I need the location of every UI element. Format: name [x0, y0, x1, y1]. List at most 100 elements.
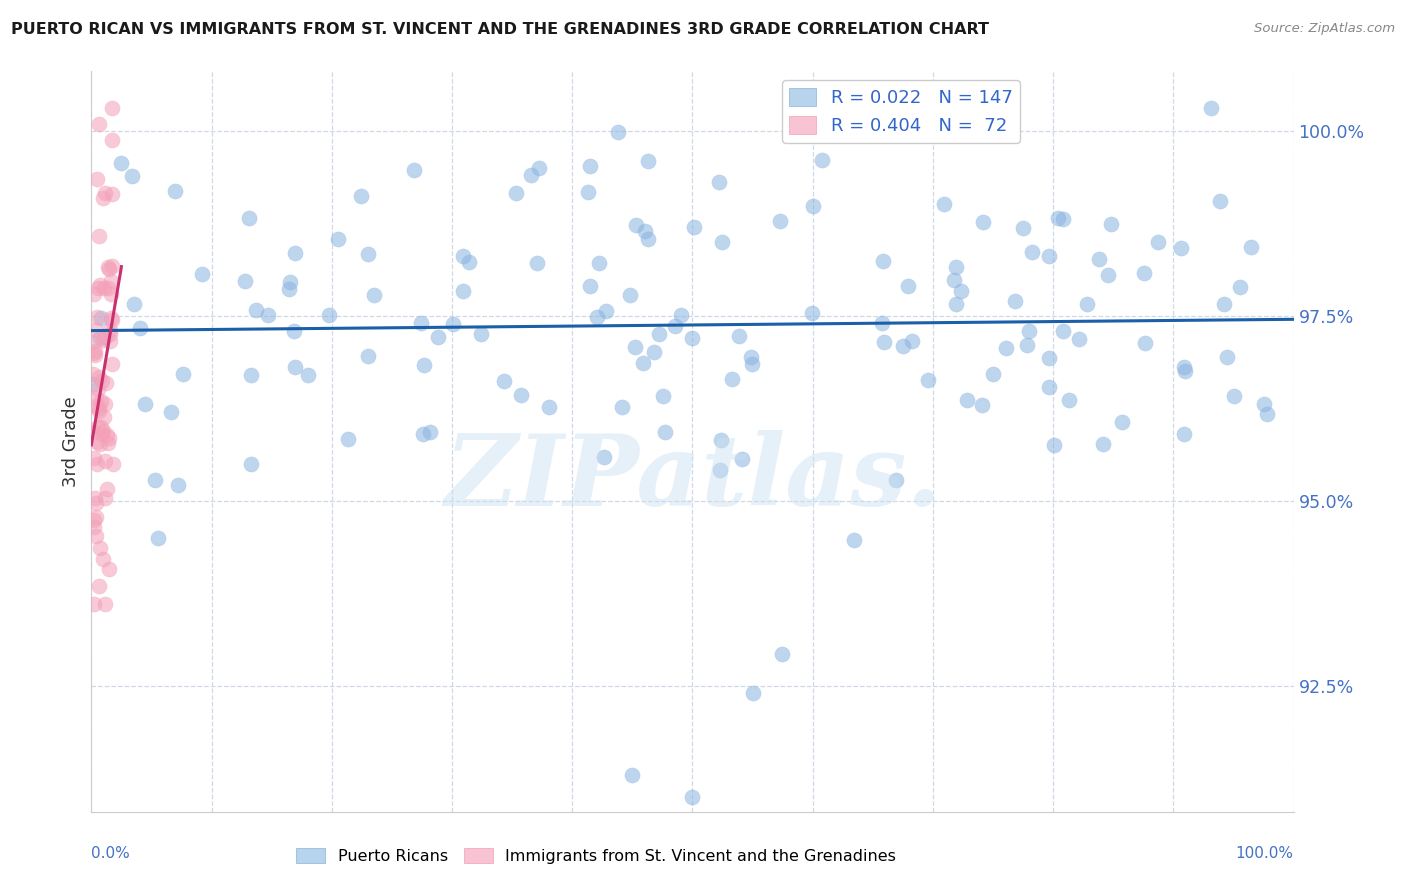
Point — [146, 531, 169, 545]
Point — [93, 281, 115, 295]
Point — [96, 435, 118, 450]
Point — [350, 189, 373, 203]
Point — [83, 513, 105, 527]
Y-axis label: 3rd Grade: 3rd Grade — [62, 396, 80, 487]
Point — [494, 374, 516, 388]
Point — [576, 186, 599, 200]
Point — [1052, 324, 1074, 338]
Point — [624, 218, 647, 232]
Point — [89, 117, 111, 131]
Point — [579, 279, 602, 293]
Text: ZIPatlas.: ZIPatlas. — [444, 430, 941, 527]
Point — [942, 273, 965, 287]
Point — [873, 335, 896, 350]
Point — [956, 393, 979, 408]
Point — [624, 340, 647, 354]
Point — [1015, 337, 1038, 351]
Point — [87, 579, 110, 593]
Point — [648, 326, 671, 341]
Point — [1052, 211, 1074, 226]
Point — [1147, 235, 1170, 249]
Point — [1170, 240, 1192, 254]
Point — [619, 288, 641, 302]
Point — [278, 282, 301, 296]
Point — [870, 316, 893, 330]
Point — [740, 351, 762, 365]
Point — [172, 367, 194, 381]
Point — [82, 367, 104, 381]
Point — [143, 473, 166, 487]
Point — [257, 308, 280, 322]
Point — [1018, 324, 1040, 338]
Point — [505, 186, 527, 200]
Point — [741, 357, 763, 371]
Point — [891, 338, 914, 352]
Point — [98, 334, 121, 349]
Point — [972, 215, 994, 229]
Point — [741, 686, 763, 700]
Point — [245, 303, 267, 318]
Text: Source: ZipAtlas.com: Source: ZipAtlas.com — [1254, 22, 1395, 36]
Point — [191, 267, 214, 281]
Point — [1173, 359, 1195, 374]
Point — [579, 159, 602, 173]
Point — [1097, 268, 1119, 283]
Point — [1256, 407, 1278, 421]
Point — [122, 297, 145, 311]
Point — [451, 285, 474, 299]
Point — [412, 358, 434, 372]
Point — [283, 324, 305, 338]
Point — [901, 334, 924, 348]
Point — [681, 789, 703, 804]
Point — [90, 426, 112, 441]
Point — [1209, 194, 1232, 208]
Point — [1216, 350, 1239, 364]
Point — [643, 345, 665, 359]
Point — [709, 175, 731, 189]
Point — [129, 320, 152, 334]
Point — [1046, 211, 1069, 225]
Point — [634, 224, 657, 238]
Point — [84, 323, 107, 337]
Point — [1091, 436, 1114, 450]
Point — [90, 375, 112, 389]
Point — [682, 219, 704, 234]
Point — [94, 376, 117, 391]
Point — [100, 311, 122, 326]
Point — [110, 155, 132, 169]
Point — [1222, 389, 1244, 403]
Point — [93, 409, 115, 424]
Point — [934, 197, 956, 211]
Point — [1087, 252, 1109, 267]
Point — [240, 457, 263, 471]
Point — [811, 153, 834, 167]
Point — [84, 400, 107, 414]
Point — [326, 232, 349, 246]
Point — [93, 186, 115, 200]
Point — [94, 598, 117, 612]
Point — [404, 163, 426, 178]
Point — [83, 346, 105, 360]
Point — [1111, 416, 1133, 430]
Point — [664, 318, 686, 333]
Point — [90, 393, 112, 408]
Point — [90, 311, 112, 326]
Point — [1038, 351, 1060, 366]
Point — [83, 287, 105, 301]
Point — [163, 184, 186, 198]
Point — [457, 254, 479, 268]
Point — [98, 323, 121, 337]
Point — [842, 533, 865, 547]
Point — [97, 280, 120, 294]
Point — [884, 474, 907, 488]
Point — [239, 368, 262, 382]
Point — [470, 327, 492, 342]
Point — [520, 169, 543, 183]
Point — [235, 274, 257, 288]
Point — [238, 211, 260, 225]
Point — [772, 648, 794, 662]
Point — [91, 551, 114, 566]
Point — [87, 404, 110, 418]
Point — [82, 377, 104, 392]
Point — [720, 372, 742, 386]
